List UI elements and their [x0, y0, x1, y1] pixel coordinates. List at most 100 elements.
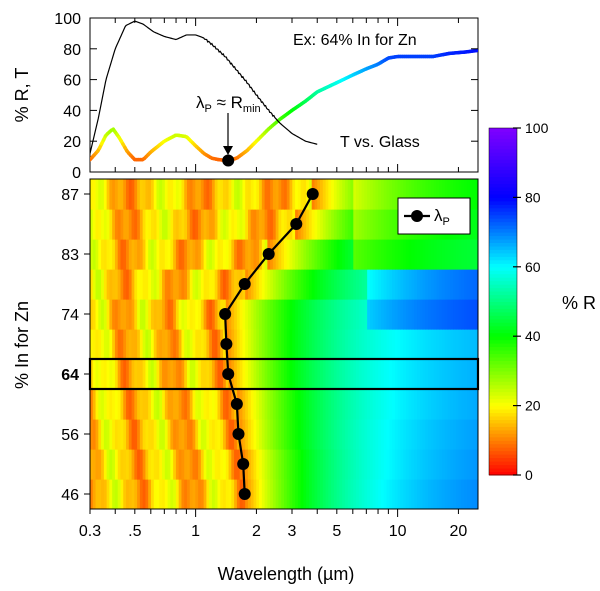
colorbar-strip	[489, 239, 517, 243]
colorbar-tick-label: 80	[525, 189, 541, 205]
lambda-p-point	[239, 488, 251, 500]
colorbar-strip	[489, 281, 517, 285]
colorbar-strip	[489, 197, 517, 201]
colorbar-strip	[489, 170, 517, 174]
heatmap-y-tick-label: 83	[61, 247, 79, 264]
legend: λP	[398, 198, 470, 234]
colorbar-gradient	[489, 128, 517, 476]
heatmap-y-tick-label: 56	[61, 427, 79, 444]
legend-subscript: P	[443, 216, 450, 228]
colorbar-strip	[489, 135, 517, 139]
colorbar-strip	[489, 284, 517, 288]
top-y-axis-label: % R, T	[12, 68, 32, 123]
colorbar-strip	[489, 433, 517, 437]
colorbar-strip	[489, 142, 517, 146]
colorbar-strip	[489, 131, 517, 135]
colorbar-strip	[489, 201, 517, 205]
lambda-p-point	[220, 338, 232, 350]
colorbar-strip	[489, 145, 517, 149]
colorbar-strip	[489, 426, 517, 430]
colorbar-strip	[489, 440, 517, 444]
colorbar-strip	[489, 253, 517, 257]
colorbar-strip	[489, 222, 517, 226]
heatmap-x-tick-label: 2	[252, 523, 261, 540]
colorbar-strip	[489, 194, 517, 198]
approx-r-text: ≈ R	[212, 93, 243, 112]
colorbar-strip	[489, 208, 517, 212]
colorbar-strip	[489, 232, 517, 236]
lambda-p-point	[237, 458, 249, 470]
colorbar-strip	[489, 177, 517, 181]
colorbar-strip	[489, 308, 517, 312]
top-y-tick-label: 0	[72, 165, 81, 182]
heatmap-x-tick-label: 0.3	[79, 523, 101, 540]
colorbar-strip	[489, 360, 517, 364]
colorbar-tick-label: 60	[525, 259, 541, 275]
colorbar-strip	[489, 322, 517, 326]
top-y-tick-label: 40	[63, 103, 81, 120]
colorbar-strip	[489, 343, 517, 347]
colorbar-strip	[489, 312, 517, 316]
colorbar-strip	[489, 159, 517, 163]
colorbar-strip	[489, 305, 517, 309]
colorbar-strip	[489, 430, 517, 434]
colorbar-strip	[489, 156, 517, 160]
legend-marker	[411, 210, 423, 222]
colorbar-strip	[489, 395, 517, 399]
colorbar-strip	[489, 388, 517, 392]
lambda-p-point	[231, 398, 243, 410]
colorbar-label: % R	[562, 293, 596, 313]
colorbar-strip	[489, 256, 517, 260]
colorbar-tick-label: 20	[525, 398, 541, 414]
colorbar-strip	[489, 270, 517, 274]
colorbar-tick-label: 40	[525, 328, 541, 344]
colorbar-strip	[489, 336, 517, 340]
colorbar-strip	[489, 367, 517, 371]
colorbar-strip	[489, 274, 517, 278]
colorbar-strip	[489, 416, 517, 420]
heatmap-y-tick-label: 74	[61, 307, 79, 324]
colorbar-strip	[489, 236, 517, 240]
heatmap-y-axis-label: % In for Zn	[12, 301, 32, 389]
colorbar-strip	[489, 419, 517, 423]
colorbar-strip	[489, 166, 517, 170]
colorbar-strip	[489, 291, 517, 295]
colorbar-strip	[489, 204, 517, 208]
heatmap-y-tick-label: 46	[61, 487, 79, 504]
colorbar-strip	[489, 180, 517, 184]
colorbar-strip	[489, 461, 517, 465]
colorbar-strip	[489, 267, 517, 271]
colorbar-strip	[489, 138, 517, 142]
lambda-p-point	[219, 308, 231, 320]
colorbar-strip	[489, 218, 517, 222]
colorbar-strip	[489, 302, 517, 306]
lambda-p-point	[222, 368, 234, 380]
colorbar-strip	[489, 392, 517, 396]
colorbar-strip	[489, 350, 517, 354]
colorbar-strip	[489, 246, 517, 250]
colorbar-strip	[489, 288, 517, 292]
example-annotation: Ex: 64% In for Zn	[293, 32, 417, 49]
colorbar-strip	[489, 215, 517, 219]
top-y-tick-label: 60	[63, 73, 81, 90]
colorbar-strip	[489, 399, 517, 403]
colorbar-strip	[489, 468, 517, 472]
top-y-tick-label: 80	[63, 42, 81, 59]
colorbar-strip	[489, 243, 517, 247]
colorbar-strip	[489, 437, 517, 441]
colorbar-strip	[489, 454, 517, 458]
colorbar-strip	[489, 333, 517, 337]
colorbar-strip	[489, 329, 517, 333]
colorbar-strip	[489, 385, 517, 389]
colorbar-strip	[489, 340, 517, 344]
colorbar-strip	[489, 413, 517, 417]
colorbar-strip	[489, 371, 517, 375]
colorbar-strip	[489, 315, 517, 319]
heatmap-x-tick-label: 20	[450, 523, 468, 540]
colorbar-strip	[489, 229, 517, 233]
colorbar-strip	[489, 152, 517, 156]
